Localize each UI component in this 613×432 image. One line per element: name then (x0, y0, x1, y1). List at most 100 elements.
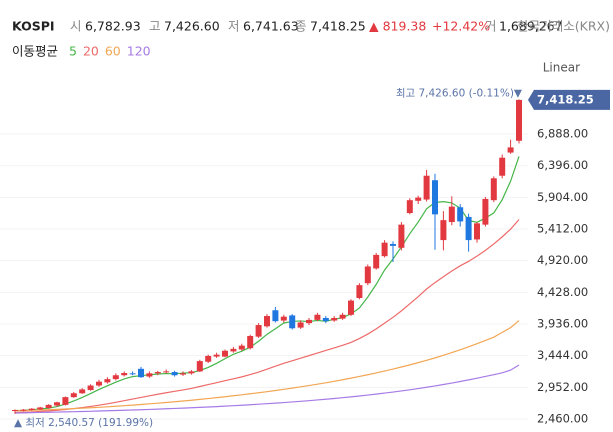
candle-body (289, 315, 296, 329)
candle-body (196, 361, 203, 372)
y-tick-label: 5,412.00 (537, 222, 588, 236)
candle-body (406, 200, 413, 214)
change-value: ▲ 819.38 (369, 19, 426, 34)
candle-body (54, 402, 60, 406)
high-value: 7,426.60 (164, 19, 220, 34)
max-annotation: 최고 7,426.60 (-0.11%)▼ (396, 87, 523, 99)
min-annotation: ▲ 최저 2,540.57 (191.99%) (14, 417, 153, 429)
candle-body (230, 348, 237, 352)
candle-body (138, 368, 144, 378)
candle-body (188, 371, 195, 374)
candle-body (482, 198, 489, 225)
candle-body (154, 372, 161, 374)
scale-toggle[interactable]: Linear (543, 61, 580, 75)
candle-body (499, 157, 506, 176)
volume-label: 거 (485, 19, 497, 34)
candle-body (20, 409, 27, 411)
candle-body (423, 175, 430, 200)
moving-average-line (14, 320, 520, 412)
candle-body (129, 373, 136, 375)
change-percent: +12.42% (432, 19, 490, 34)
y-tick-label: 2,460.00 (537, 412, 588, 426)
candle-body (45, 404, 52, 409)
candle-body (213, 354, 220, 357)
candle-body (465, 216, 472, 241)
candle-body (339, 314, 346, 319)
y-tick-label: 5,904.00 (537, 190, 588, 204)
moving-average-line (14, 156, 520, 412)
candle-body (96, 381, 102, 386)
moving-average-line (14, 219, 520, 414)
candle-body (390, 243, 396, 246)
candle-body (121, 372, 128, 376)
candle-body (474, 223, 480, 240)
close-label: 종 (295, 19, 307, 34)
source: 한국거래소(KRX) (517, 19, 610, 34)
candle-body (87, 385, 94, 391)
low-label: 저 (228, 19, 240, 34)
candle-body (457, 207, 464, 222)
close-value: 7,418.25 (310, 19, 366, 34)
y-tick-label: 6,888.00 (537, 127, 588, 141)
moving-average-line (14, 364, 520, 414)
candle-body (238, 345, 245, 350)
open-label: 시 (70, 19, 82, 34)
candle-body (163, 371, 170, 373)
candle-body (297, 322, 304, 328)
current-price-label: 7,418.25 (537, 92, 594, 106)
candle-body (440, 220, 447, 241)
candle-body (348, 300, 354, 315)
current-price-tag (528, 89, 610, 110)
legend-title: 이동평균 (12, 44, 58, 59)
candle-body (280, 316, 287, 321)
candle-body (322, 317, 329, 322)
candle-body (12, 410, 18, 412)
candle-body (314, 314, 321, 320)
y-tick-label: 2,952.00 (537, 380, 588, 394)
candle-body (104, 379, 111, 383)
candle-body (432, 180, 438, 215)
y-tick-label: 3,936.00 (537, 317, 588, 331)
candle-body (28, 408, 35, 411)
legend-entry: 5 (69, 44, 77, 59)
candle-body (373, 254, 380, 269)
candle-body (62, 397, 69, 405)
candle-body (180, 373, 186, 375)
candle-body (448, 206, 455, 223)
y-tick-label: 4,920.00 (537, 253, 588, 267)
candle-body (264, 316, 270, 327)
candle-body (222, 350, 228, 357)
candle-body (364, 266, 371, 284)
volume-value: 1,689,267 (499, 19, 563, 34)
candle-body (112, 375, 119, 380)
candle-body (247, 335, 254, 349)
candle-body (37, 407, 44, 410)
candle-body (272, 310, 279, 322)
candle-body (171, 372, 178, 376)
open-value: 6,782.93 (85, 19, 141, 34)
y-tick-label: 4,428.00 (537, 285, 588, 299)
legend-entry: 60 (105, 44, 121, 59)
legend-entry: 120 (127, 44, 151, 59)
high-label: 고 (149, 19, 161, 34)
candle-body (255, 325, 262, 337)
ticker: KOSPI (12, 19, 55, 34)
candle-body (205, 355, 212, 362)
candle-body (70, 393, 77, 398)
candle-body (398, 224, 405, 248)
y-tick-label: 6,396.00 (537, 158, 588, 172)
candle-body (516, 99, 522, 141)
candle-body (79, 389, 86, 394)
low-value: 6,741.63 (243, 19, 299, 34)
legend-entry: 20 (83, 44, 99, 59)
candle-body (146, 373, 153, 377)
candle-body (306, 319, 312, 324)
candle-body (490, 178, 497, 201)
candle-body (381, 242, 388, 257)
candle-body (507, 147, 514, 153)
candle-body (331, 317, 338, 321)
y-tick-label: 3,444.00 (537, 348, 588, 362)
